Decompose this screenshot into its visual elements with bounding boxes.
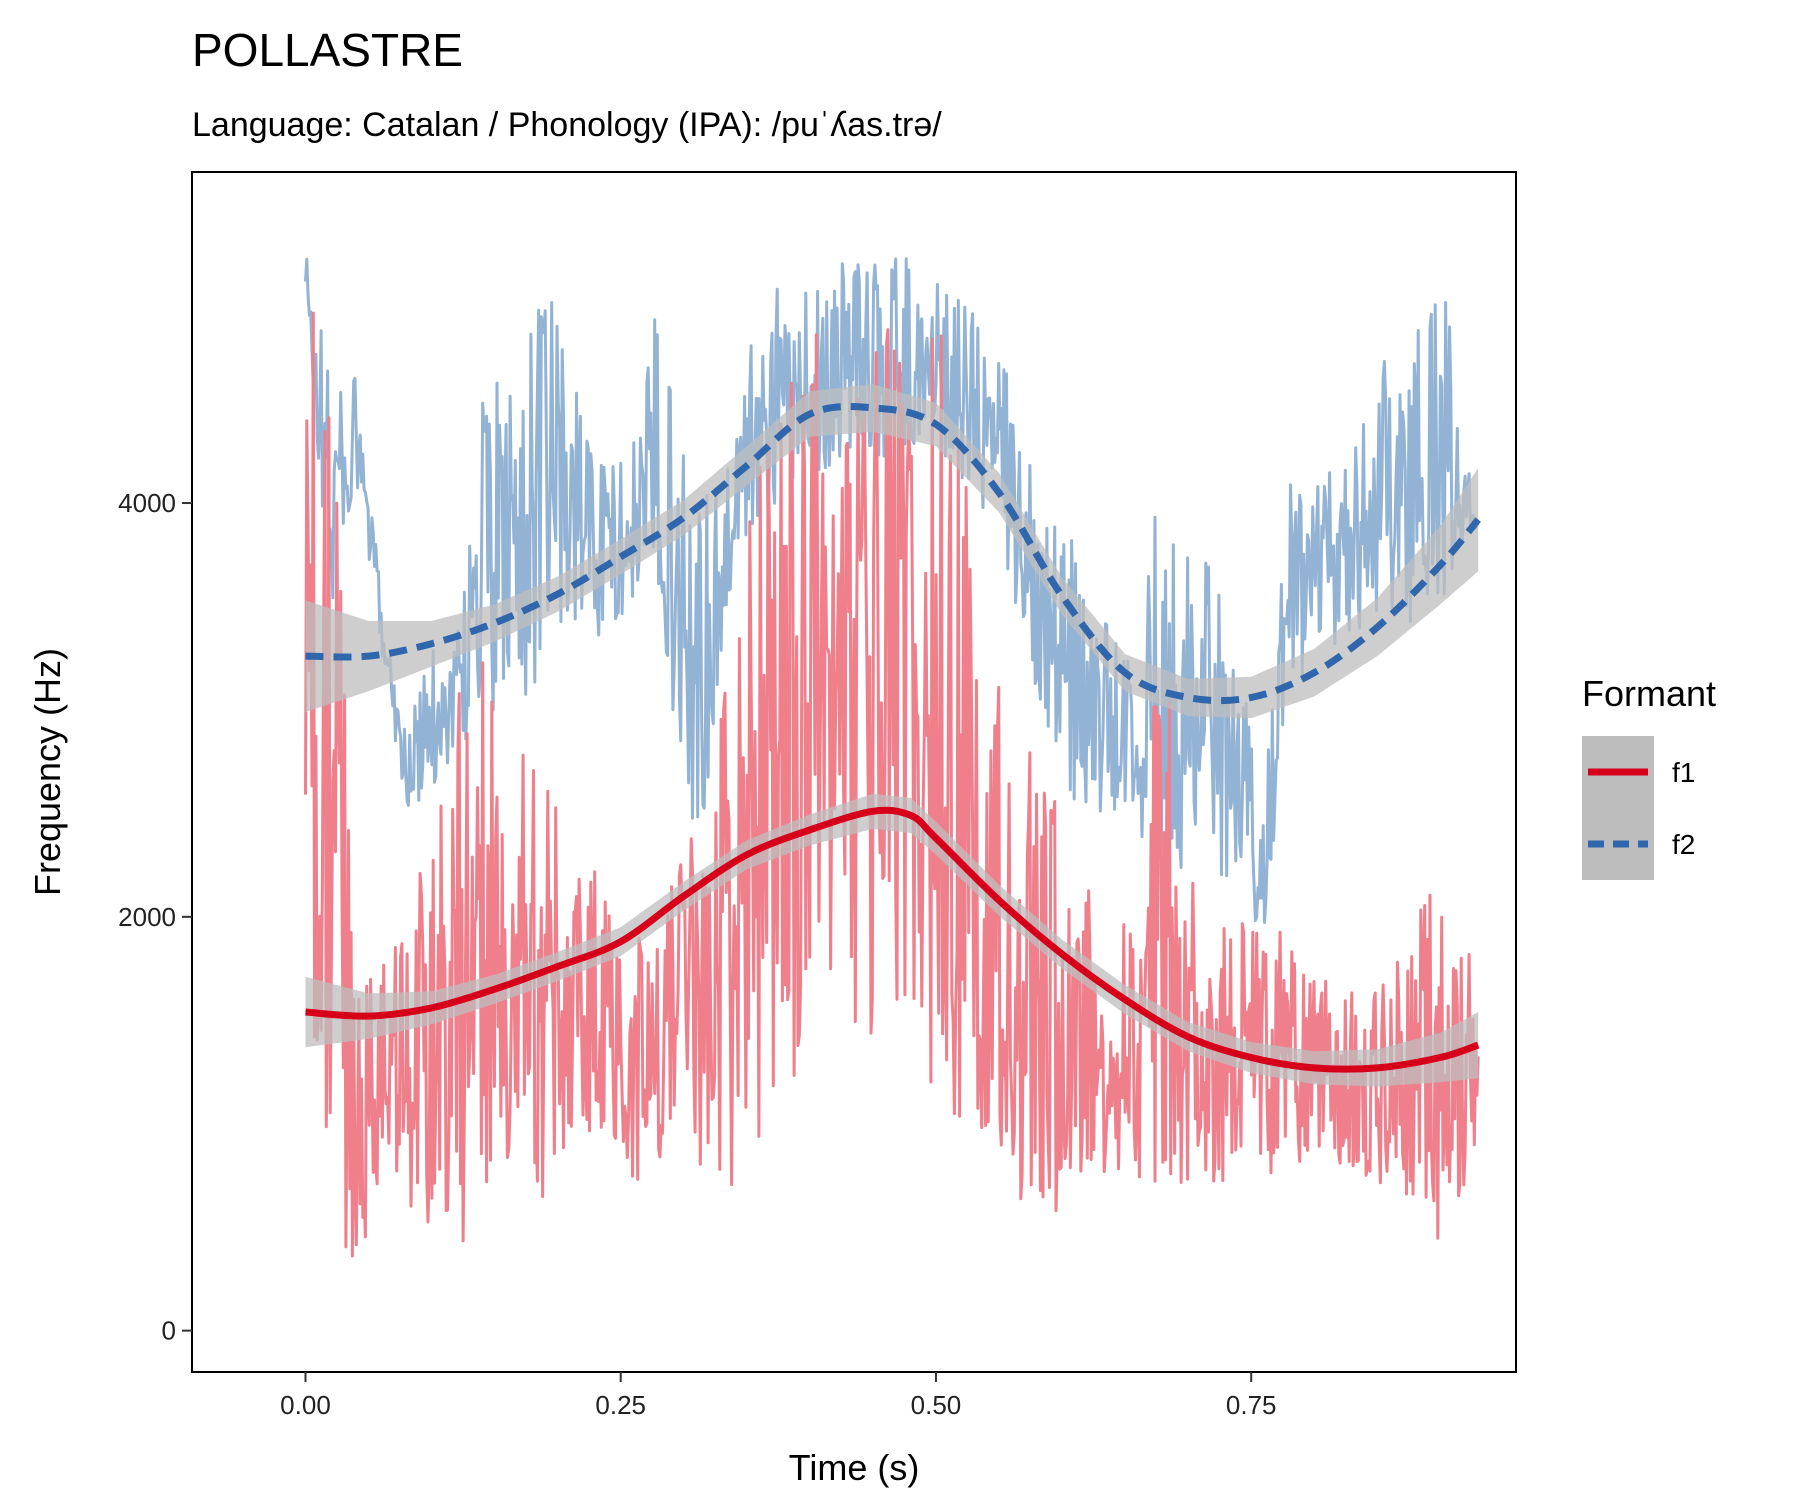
x-tick-label: 0.00	[280, 1390, 331, 1420]
chart-title: POLLASTRE	[192, 24, 463, 76]
smooth-curve-f2	[305, 403, 1481, 705]
y-tick-label: 0	[162, 1316, 176, 1346]
x-tick-label: 0.75	[1226, 1390, 1277, 1420]
x-axis-title: Time (s)	[789, 1447, 920, 1488]
x-axis: 0.00 0.25 0.50 0.75	[280, 1372, 1277, 1420]
x-tick-label: 0.25	[595, 1390, 646, 1420]
legend-label-f2: f2	[1672, 829, 1695, 860]
y-axis: 0 2000 4000	[118, 488, 192, 1346]
smooth-curves	[305, 403, 1481, 1073]
confidence-bands	[305, 384, 1479, 1087]
y-axis-title: Frequency (Hz)	[27, 648, 68, 896]
legend-label-f1: f1	[1672, 757, 1695, 788]
raw-track-f2	[304, 257, 1480, 924]
plot-area	[304, 257, 1481, 1258]
plot-border	[191, 171, 1517, 1373]
legend-title: Formant	[1582, 673, 1716, 714]
x-tick-label: 0.50	[911, 1390, 962, 1420]
smooth-curve-f1	[305, 806, 1480, 1073]
y-tick-label: 4000	[118, 488, 176, 518]
confidence-band-f1	[305, 793, 1479, 1087]
legend: Formant f1 f2	[1582, 673, 1716, 880]
y-tick-label: 2000	[118, 902, 176, 932]
chart-subtitle: Language: Catalan / Phonology (IPA): /pu…	[192, 106, 942, 144]
